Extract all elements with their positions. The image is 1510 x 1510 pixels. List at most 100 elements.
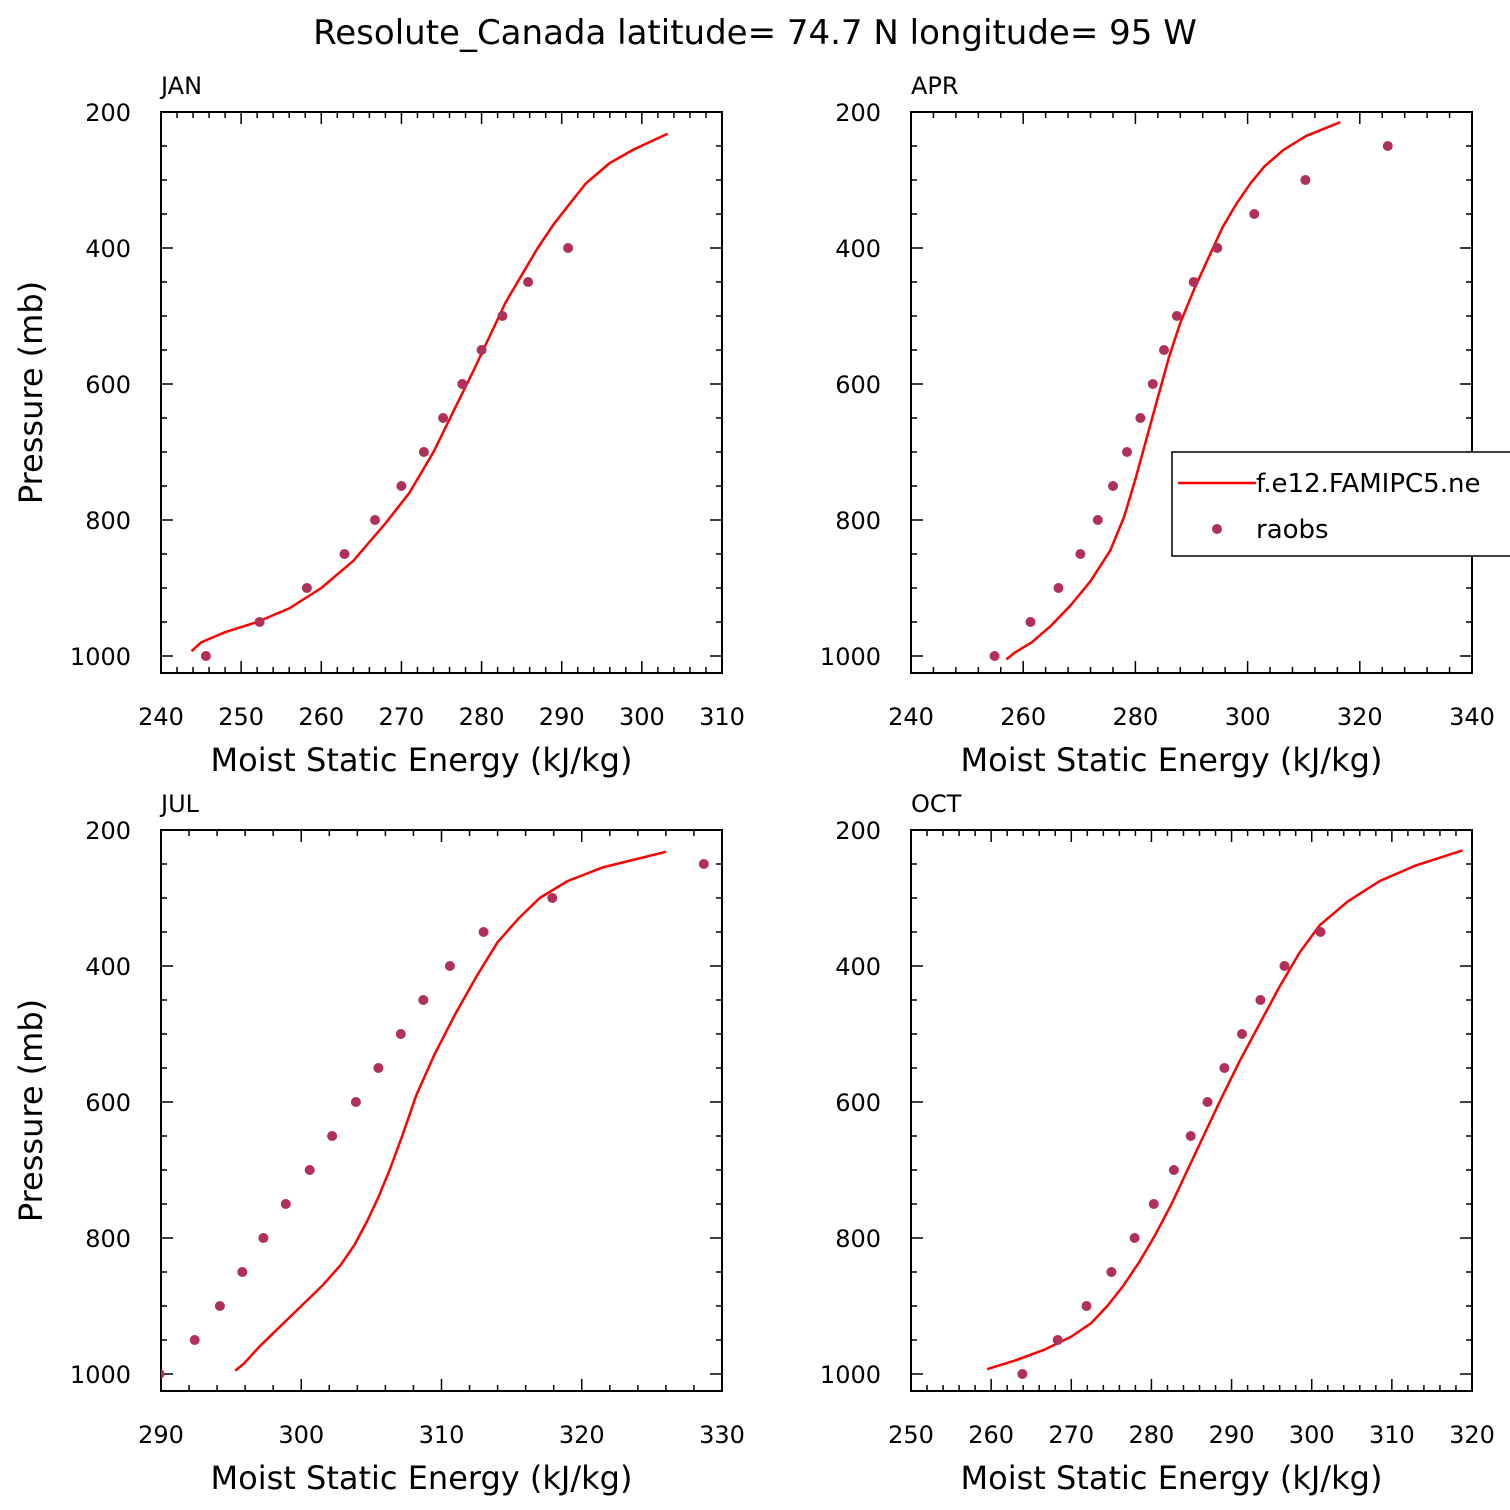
raobs-point: [1129, 1233, 1140, 1243]
panel-label: APR: [911, 72, 959, 100]
x-tick-label: 340: [1449, 703, 1495, 731]
plot-area: [190, 132, 669, 661]
x-tick-label: 310: [419, 1421, 465, 1449]
raobs-point: [1249, 209, 1260, 219]
raobs-point: [350, 1097, 361, 1107]
raobs-point: [189, 1335, 200, 1345]
raobs-point: [1053, 583, 1064, 593]
raobs-point: [1017, 1369, 1028, 1379]
raobs-point: [327, 1131, 338, 1141]
raobs-point: [438, 413, 449, 423]
y-tick-label: 800: [85, 507, 131, 535]
raobs-point: [1159, 345, 1169, 355]
figure-title: Resolute_Canada latitude= 74.7 N longitu…: [313, 13, 1197, 53]
x-axis-label: Moist Static Energy (kJ/kg): [961, 741, 1383, 779]
raobs-point: [1081, 1301, 1092, 1311]
raobs-point: [1122, 447, 1132, 457]
y-tick-label: 600: [835, 371, 881, 399]
raobs-point: [1188, 277, 1199, 287]
panel-oct: OCT 250 260 270 280 290 300 310 320 200 400 600 800 1…: [820, 790, 1495, 1497]
y-axis-label: Pressure (mb): [12, 999, 50, 1222]
x-tick-label: 300: [1225, 703, 1271, 731]
x-tick-label: 320: [1449, 1421, 1495, 1449]
raobs-point: [1315, 927, 1326, 937]
y-axis-label: Pressure (mb): [12, 281, 50, 504]
x-tick-label: 320: [559, 1421, 605, 1449]
y-tick-label: 1000: [820, 643, 881, 671]
raobs-point: [1382, 141, 1393, 151]
y-tick-label: 800: [835, 1225, 881, 1253]
y-tick-label: 600: [85, 1089, 131, 1117]
raobs-point: [1092, 515, 1103, 525]
x-tick-label: 300: [1289, 1421, 1335, 1449]
y-tick-label: 1000: [70, 1361, 131, 1389]
x-tick-label: 240: [888, 703, 934, 731]
raobs-point: [523, 277, 534, 287]
raobs-point: [1075, 549, 1086, 559]
x-tick-label: 250: [888, 1421, 934, 1449]
plot-area: [989, 121, 1393, 661]
raobs-point: [214, 1301, 225, 1311]
x-tick-label: 290: [138, 1421, 184, 1449]
raobs-point: [1052, 1335, 1063, 1345]
x-tick-label: 290: [539, 703, 585, 731]
x-tick-label: 300: [278, 1421, 324, 1449]
raobs-point: [373, 1063, 384, 1073]
raobs-point: [989, 651, 1000, 661]
model-line: [986, 849, 1463, 1371]
y-tick-label: 400: [835, 953, 881, 981]
x-tick-label: 270: [1048, 1421, 1094, 1449]
x-tick-label: 260: [298, 703, 344, 731]
raobs-point: [1025, 617, 1036, 627]
raobs-point: [476, 345, 487, 355]
panel-label: JUL: [159, 790, 200, 818]
plot-frame: [910, 829, 1473, 1392]
y-tick-label: 600: [85, 371, 131, 399]
plot-frame: [160, 829, 723, 1392]
x-axis-label: Moist Static Energy (kJ/kg): [211, 741, 633, 779]
raobs-point: [254, 617, 265, 627]
raobs-point: [370, 515, 380, 525]
y-tick-label: 800: [835, 507, 881, 535]
y-tick-label: 800: [85, 1225, 131, 1253]
x-tick-label: 290: [1209, 1421, 1255, 1449]
plot-area: [986, 849, 1463, 1379]
raobs-point: [1108, 481, 1118, 491]
legend-model-label: f.e12.FAMIPC5.ne: [1256, 469, 1480, 499]
raobs-point: [497, 311, 508, 321]
x-tick-label: 310: [699, 703, 745, 731]
y-tick-label: 200: [85, 817, 131, 845]
x-tick-label: 280: [1112, 703, 1158, 731]
x-tick-label: 310: [1369, 1421, 1415, 1449]
model-line: [1005, 121, 1341, 661]
x-tick-label: 250: [218, 703, 264, 731]
raobs-point: [478, 927, 489, 937]
panels: JAN 240 250 260 270 280 290 300 310 200 400 600 800 1…: [12, 72, 1495, 1497]
y-tick-label: 200: [835, 817, 881, 845]
raobs-point: [698, 859, 709, 869]
x-tick-label: 260: [968, 1421, 1014, 1449]
raobs-point: [304, 1165, 315, 1175]
y-tick-label: 200: [85, 99, 131, 127]
x-tick-label: 320: [1337, 703, 1383, 731]
raobs-point: [457, 379, 468, 389]
panel-jan: JAN 240 250 260 270 280 290 300 310 200 400 600 800 1…: [12, 72, 745, 779]
x-tick-label: 280: [459, 703, 505, 731]
y-tick-label: 400: [835, 235, 881, 263]
raobs-point: [1212, 243, 1223, 253]
y-tick-label: 400: [85, 953, 131, 981]
x-tick-label: 240: [138, 703, 184, 731]
y-tick-label: 200: [835, 99, 881, 127]
raobs-point: [563, 243, 574, 253]
raobs-point: [418, 995, 429, 1005]
x-axis-label: Moist Static Energy (kJ/kg): [961, 1459, 1383, 1497]
raobs-point: [1148, 1199, 1159, 1209]
raobs-point: [1219, 1063, 1230, 1073]
legend-obs-marker: [1212, 524, 1222, 534]
raobs-point: [280, 1199, 291, 1209]
plot-area: [161, 850, 709, 1379]
raobs-point: [444, 961, 455, 971]
y-tick-label: 400: [85, 235, 131, 263]
model-line: [234, 850, 667, 1372]
raobs-point: [237, 1267, 248, 1277]
